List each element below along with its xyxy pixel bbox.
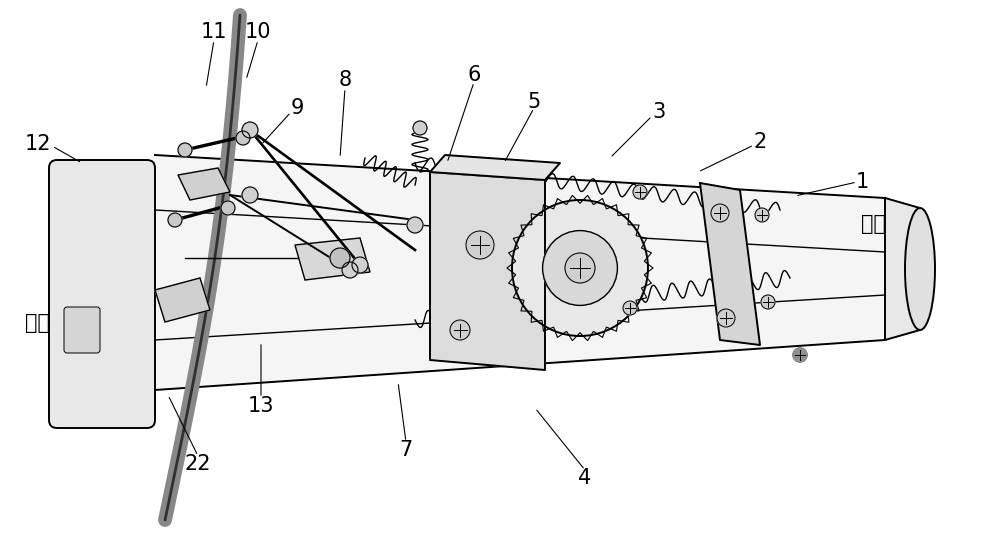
Text: 13: 13 xyxy=(248,396,274,416)
Circle shape xyxy=(761,295,775,309)
Circle shape xyxy=(242,122,258,138)
Text: 6: 6 xyxy=(467,65,481,85)
Text: 22: 22 xyxy=(185,454,211,474)
Circle shape xyxy=(623,301,637,315)
Text: 后端: 后端 xyxy=(862,214,887,234)
Text: 8: 8 xyxy=(338,70,352,90)
Text: 10: 10 xyxy=(245,22,271,42)
Circle shape xyxy=(793,348,807,362)
Circle shape xyxy=(633,185,647,199)
FancyBboxPatch shape xyxy=(64,307,100,353)
Text: 3: 3 xyxy=(652,102,666,122)
Text: 2: 2 xyxy=(753,132,767,152)
Circle shape xyxy=(717,309,735,327)
Text: 前端: 前端 xyxy=(26,313,50,333)
Polygon shape xyxy=(155,278,210,322)
Circle shape xyxy=(236,131,250,145)
Circle shape xyxy=(512,200,648,336)
Circle shape xyxy=(342,262,358,278)
Circle shape xyxy=(242,187,258,203)
Circle shape xyxy=(221,201,235,215)
Circle shape xyxy=(352,257,368,273)
Polygon shape xyxy=(700,183,760,345)
Circle shape xyxy=(450,320,470,340)
Circle shape xyxy=(711,204,729,222)
Circle shape xyxy=(330,248,350,268)
Circle shape xyxy=(178,143,192,157)
Text: 1: 1 xyxy=(855,172,869,192)
Polygon shape xyxy=(885,198,920,340)
Ellipse shape xyxy=(905,208,935,330)
Polygon shape xyxy=(178,168,230,200)
Circle shape xyxy=(466,231,494,259)
FancyBboxPatch shape xyxy=(49,160,155,428)
Circle shape xyxy=(755,208,769,222)
Polygon shape xyxy=(295,238,370,280)
Text: 9: 9 xyxy=(290,98,304,118)
Text: 7: 7 xyxy=(399,440,413,460)
Text: 12: 12 xyxy=(25,134,51,154)
Text: 11: 11 xyxy=(201,22,227,42)
Text: 5: 5 xyxy=(527,92,541,112)
Circle shape xyxy=(565,253,595,283)
Circle shape xyxy=(413,121,427,135)
Circle shape xyxy=(543,231,617,305)
Text: 4: 4 xyxy=(578,468,592,488)
Circle shape xyxy=(168,213,182,227)
Circle shape xyxy=(407,217,423,233)
Circle shape xyxy=(793,348,807,362)
Polygon shape xyxy=(430,172,545,370)
Polygon shape xyxy=(155,155,885,390)
Polygon shape xyxy=(430,155,560,180)
